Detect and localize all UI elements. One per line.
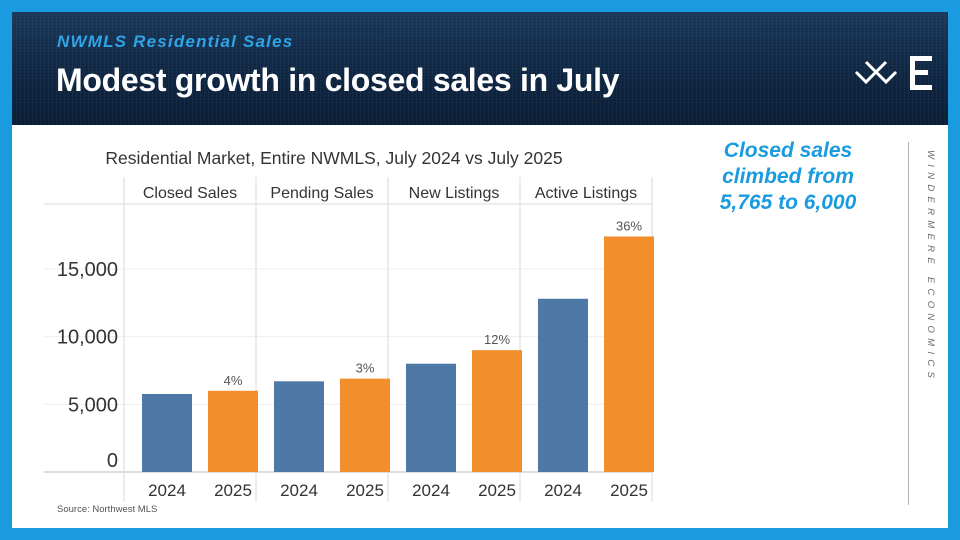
bars bbox=[142, 236, 654, 472]
x-tick-label: 2025 bbox=[610, 481, 648, 500]
slide: NWMLS Residential Sales Modest growth in… bbox=[12, 12, 948, 528]
chart-title: Residential Market, Entire NWMLS, July 2… bbox=[105, 148, 562, 168]
category-header: New Listings bbox=[409, 185, 500, 202]
x-tick-label: 2025 bbox=[214, 481, 252, 500]
x-tick-label: 2024 bbox=[280, 481, 318, 500]
data-labels: 4% 3% 12% 36% bbox=[224, 218, 643, 387]
callout-line-2: climbed from bbox=[722, 165, 854, 188]
category-header: Closed Sales bbox=[143, 185, 237, 202]
sidebar-brand-text: WINDERMERE ECONOMICS bbox=[925, 150, 936, 384]
category-header: Active Listings bbox=[535, 185, 637, 202]
callout-line-3: 5,765 to 6,000 bbox=[719, 191, 857, 214]
y-tick-label: 15,000 bbox=[57, 259, 118, 281]
header-banner: NWMLS Residential Sales Modest growth in… bbox=[12, 12, 948, 125]
page-title: Modest growth in closed sales in July bbox=[56, 62, 620, 98]
bar-2025 bbox=[340, 378, 390, 472]
data-label: 36% bbox=[616, 218, 642, 233]
callout-line-1: Closed sales bbox=[723, 139, 853, 162]
bar-2024 bbox=[142, 393, 192, 472]
bar-2025 bbox=[472, 350, 522, 472]
bar-2025 bbox=[604, 236, 654, 472]
x-tick-label: 2025 bbox=[346, 481, 384, 500]
source-note: Source: Northwest MLS bbox=[57, 504, 158, 515]
y-tick-label: 5,000 bbox=[68, 394, 118, 416]
callout-text: Closed sales climbed from 5,765 to 6,000 bbox=[692, 138, 884, 216]
y-tick-label: 10,000 bbox=[57, 327, 118, 349]
y-tick-label: 0 bbox=[107, 450, 118, 472]
logo bbox=[854, 56, 932, 90]
header-kicker: NWMLS Residential Sales bbox=[57, 32, 294, 51]
bar-2024 bbox=[274, 381, 324, 472]
x-tick-label: 2025 bbox=[478, 481, 516, 500]
data-label: 4% bbox=[224, 373, 243, 388]
x-tick-label: 2024 bbox=[148, 481, 186, 500]
bar-2024 bbox=[538, 298, 588, 472]
category-headers: Closed Sales Pending Sales New Listings Act… bbox=[143, 185, 637, 202]
windermere-logo-icon bbox=[854, 60, 898, 85]
x-tick-label: 2024 bbox=[412, 481, 450, 500]
x-tick-label: 2024 bbox=[544, 481, 582, 500]
y-axis-ticks: 0 5,000 10,000 15,000 bbox=[57, 259, 118, 472]
divider-line bbox=[908, 142, 909, 505]
bar-chart: Residential Market, Entire NWMLS, July 2… bbox=[44, 148, 654, 502]
data-label: 3% bbox=[356, 361, 375, 376]
x-axis-ticks: 2024 2025 2024 2025 2024 2025 2024 2025 bbox=[148, 481, 648, 500]
bar-2025 bbox=[208, 390, 258, 472]
category-header: Pending Sales bbox=[270, 185, 373, 202]
economics-e-icon bbox=[910, 56, 932, 90]
bar-2024 bbox=[406, 363, 456, 472]
data-label: 12% bbox=[484, 332, 510, 347]
